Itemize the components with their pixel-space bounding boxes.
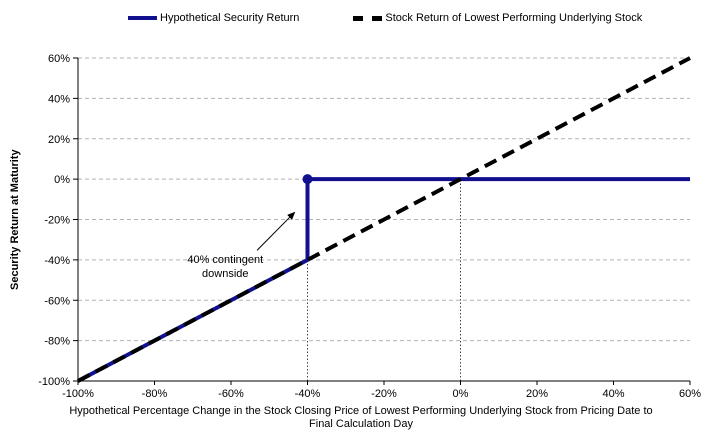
y-tick-label: -20% [44, 215, 70, 227]
x-tick-label: -60% [218, 388, 244, 400]
x-tick-label: 20% [526, 388, 548, 400]
y-tick-label: 60% [48, 53, 70, 65]
annotation-arrow [256, 211, 296, 251]
legend-item-security-return: Hypothetical Security Return [128, 12, 299, 24]
x-tick-label: -20% [371, 388, 397, 400]
legend-label-stock-return: Stock Return of Lowest Performing Underl… [385, 12, 643, 24]
solid-line-swatch [128, 16, 157, 20]
x-axis-title-line1: Hypothetical Percentage Change in the St… [69, 405, 653, 417]
y-axis-title: Security Return at Maturity [9, 149, 21, 290]
chart-legend: Hypothetical Security Return Stock Retur… [128, 12, 642, 24]
x-tick-label: -80% [142, 388, 168, 400]
jump-point-marker [302, 174, 313, 185]
y-tick-label: 40% [48, 93, 70, 105]
annotation-text-line2: downside [202, 268, 248, 280]
y-tick-label: -100% [38, 376, 70, 388]
x-tick-label: 0% [453, 388, 469, 400]
x-axis-title-line2: Final Calculation Day [309, 418, 413, 430]
y-tick-label: -40% [44, 255, 70, 267]
legend-label-security-return: Hypothetical Security Return [160, 12, 300, 24]
x-tick-label: -100% [62, 388, 94, 400]
legend-item-stock-return: Stock Return of Lowest Performing Underl… [353, 12, 642, 24]
y-tick-label: -60% [44, 295, 70, 307]
series-dashed-line [77, 56, 691, 383]
y-tick-label: 0% [54, 174, 70, 186]
y-tick-label: 20% [48, 134, 70, 146]
y-tick-label: -80% [44, 336, 70, 348]
x-axis-title: Hypothetical Percentage Change in the St… [0, 405, 722, 431]
x-tick-label: 60% [679, 388, 701, 400]
series-solid-line [77, 177, 690, 383]
dashed-line-swatch [353, 15, 383, 21]
annotation-text-line1: 40% contingent [187, 254, 263, 266]
x-tick-label: -40% [295, 388, 321, 400]
x-tick-label: 40% [602, 388, 624, 400]
